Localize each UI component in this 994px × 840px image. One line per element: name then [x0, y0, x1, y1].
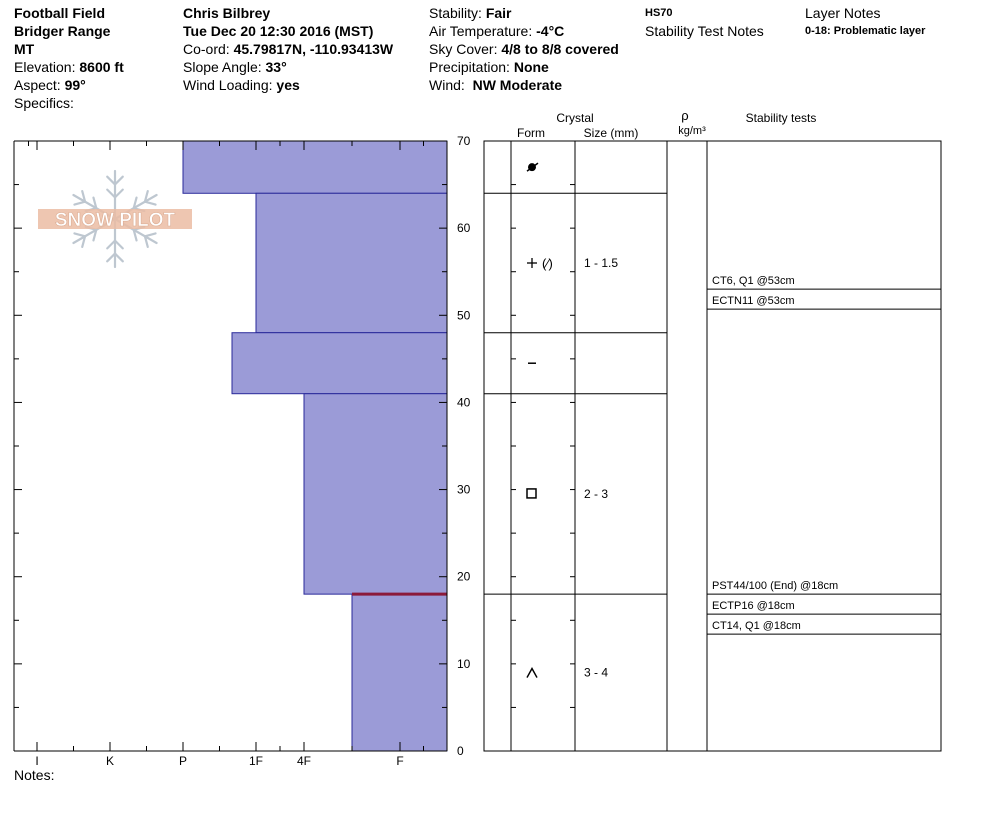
- slope-value: 33°: [265, 59, 287, 75]
- snowflake-branch: [143, 235, 149, 249]
- stability-value: Fair: [485, 5, 512, 21]
- coord-value: 45.79817N, -110.93413W: [233, 41, 394, 57]
- height-tick-label: 60: [457, 221, 471, 235]
- hardness-tick-label: F: [396, 754, 403, 768]
- snowflake-branch: [143, 189, 149, 203]
- snowflake-branch: [81, 235, 87, 249]
- aspect-label: Aspect:: [14, 77, 61, 93]
- snowflake-branch: [143, 232, 157, 238]
- crystal-size: 2 - 3: [584, 487, 608, 501]
- snowflake-branch: [113, 188, 124, 199]
- air-temp-value: -4°C: [536, 23, 565, 39]
- hardness-layer: [182, 140, 448, 194]
- air-temp-label: Air Temperature:: [429, 23, 533, 39]
- height-tick-label: 40: [457, 395, 471, 409]
- sky-label: Sky Cover:: [429, 41, 498, 57]
- wind-value: NW Moderate: [472, 77, 563, 93]
- snowflake-branch: [73, 200, 87, 206]
- snowflake-branch: [132, 196, 138, 210]
- table-frame: [483, 140, 942, 752]
- size-header: Size (mm): [584, 126, 639, 140]
- wind-loading-label: Wind Loading:: [183, 77, 273, 93]
- layer-notes: Layer Notes 0-18: Problematic layer: [805, 4, 925, 40]
- stability-test-entry: PST44/100 (End) @18cm: [712, 580, 838, 592]
- elevation-label: Elevation:: [14, 59, 76, 75]
- hardness-layer: [303, 393, 448, 595]
- snowflake-branch: [73, 232, 87, 238]
- snowflake-branch: [106, 252, 117, 263]
- snowflake-branch: [106, 239, 117, 250]
- snowflake-branch: [92, 196, 98, 210]
- stability-label: Stability:: [429, 5, 482, 21]
- snowflake-branch: [106, 188, 117, 199]
- hardness-tick-label: P: [179, 754, 187, 768]
- hardness-tick-label: I: [35, 754, 38, 768]
- snowflake-branch: [143, 200, 157, 206]
- hs-info: HS70 Stability Test Notes: [645, 4, 764, 40]
- site-info: Football Field Bridger Range MT Elevatio…: [14, 4, 124, 112]
- graupel-icon-stroke: [526, 162, 539, 172]
- hardness-tick-label: K: [106, 754, 114, 768]
- site-state: MT: [14, 41, 35, 57]
- specifics-label: Specifics:: [14, 95, 74, 111]
- snowflake-branch: [106, 175, 117, 186]
- faceted-icon: [526, 488, 537, 499]
- hs-value: HS70: [645, 7, 673, 19]
- observation-datetime: Tue Dec 20 12:30 2016 (MST): [183, 23, 374, 39]
- snowflake-branch: [132, 228, 138, 242]
- notes-label: Notes:: [14, 767, 55, 783]
- precip-value: None: [513, 59, 549, 75]
- aspect-value: 99°: [64, 77, 86, 93]
- precip-label: Precipitation:: [429, 59, 510, 75]
- stability-test-entry: ECTN11 @53cm: [712, 295, 794, 307]
- sky-value: 4/8 to 8/8 covered: [501, 41, 619, 57]
- slope-label: Slope Angle:: [183, 59, 262, 75]
- site-range: Bridger Range: [14, 23, 111, 39]
- elevation-value: 8600 ft: [79, 59, 124, 75]
- stability-test-entry: CT6, Q1 @53cm: [712, 275, 795, 287]
- height-tick-label: 10: [457, 657, 471, 671]
- coord-label: Co-ord:: [183, 41, 230, 57]
- crystal-size: 1 - 1.5: [584, 256, 618, 270]
- wind-label: Wind:: [429, 77, 465, 93]
- hardness-layer: [351, 593, 448, 752]
- layer-notes-label: Layer Notes: [805, 5, 881, 21]
- snowflake-branch: [92, 228, 98, 242]
- height-tick-label: 50: [457, 308, 471, 322]
- stability-tests-header: Stability tests: [746, 111, 817, 125]
- stability-test-notes-label: Stability Test Notes: [645, 23, 764, 39]
- conditions-info: Stability: Fair Air Temperature: -4°C Sk…: [429, 4, 619, 94]
- snowflake-branch: [113, 175, 124, 186]
- snowflake-branch: [113, 239, 124, 250]
- snowflake-branch: [81, 189, 87, 203]
- hardness-layer: [255, 192, 448, 334]
- height-tick-label: 30: [457, 483, 471, 497]
- density-header: kg/m³: [678, 125, 706, 137]
- decomposing-icon: (⁄): [542, 256, 553, 271]
- snowflake-branch: [113, 252, 124, 263]
- hardness-tick-label: 4F: [297, 754, 311, 768]
- height-tick-label: 0: [457, 744, 464, 758]
- depth-hoar-icon: [526, 667, 538, 678]
- observer-info: Chris Bilbrey Tue Dec 20 12:30 2016 (MST…: [183, 4, 393, 94]
- crystal-header: Crystal: [556, 111, 593, 125]
- stability-test-entry: CT14, Q1 @18cm: [712, 620, 801, 632]
- height-tick-label: 20: [457, 570, 471, 584]
- stability-test-entry: ECTP16 @18cm: [712, 600, 795, 612]
- snowpilot-logo: SNOW PILOT: [38, 169, 192, 269]
- layer-notes-text: 0-18: Problematic layer: [805, 25, 926, 37]
- rho-header: ρ: [681, 108, 688, 123]
- wind-loading-value: yes: [276, 77, 300, 93]
- watermark-text: SNOW PILOT: [55, 210, 176, 231]
- crystal-size: 3 - 4: [584, 666, 608, 680]
- height-tick-label: 70: [457, 134, 471, 148]
- site-name: Football Field: [14, 5, 105, 21]
- hardness-layer: [231, 332, 448, 395]
- hardness-tick-label: 1F: [249, 754, 263, 768]
- observer-name: Chris Bilbrey: [183, 5, 271, 21]
- form-header: Form: [517, 126, 545, 140]
